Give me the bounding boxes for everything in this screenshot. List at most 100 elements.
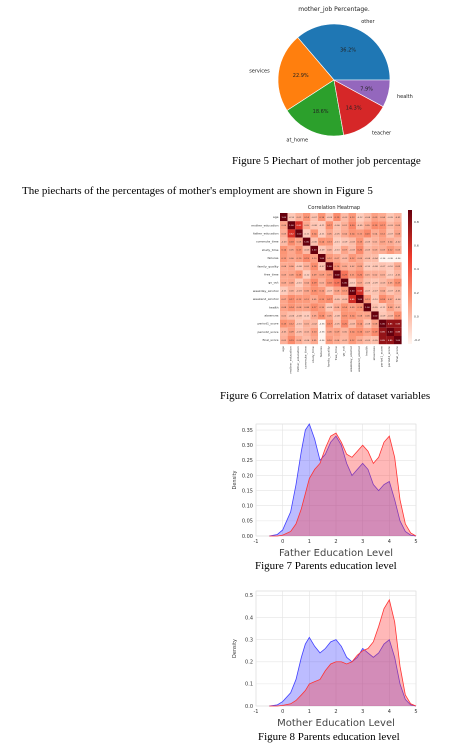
heatmap-cell-value: 0.16 [319, 315, 324, 317]
heatmap-cell-value: 0.17 [312, 307, 317, 309]
heatmap-cell-value: 1.00 [312, 250, 317, 252]
pie-slice-services [277, 36, 335, 111]
heatmap-cell [287, 270, 296, 279]
heatmap-col-label: mother_education [288, 346, 292, 373]
heatmap-cell-value: 0.20 [357, 250, 362, 252]
heatmap-cell [310, 237, 318, 246]
heatmap-cell-value: 0.03 [373, 250, 378, 252]
heatmap-cell-value: -0.04 [365, 217, 371, 219]
heatmap-cell [318, 319, 326, 328]
heatmap-cell [386, 295, 394, 304]
heatmap-cell [363, 295, 372, 304]
heatmap-cell-value: 0.15 [342, 315, 347, 317]
heatmap-cell [378, 286, 387, 295]
heatmap-cell [325, 327, 334, 336]
heatmap-cell [340, 245, 349, 254]
heatmap-cell [348, 286, 356, 295]
heatmap-cell [310, 270, 318, 279]
heatmap-cell-value: 1.00 [335, 274, 340, 276]
heatmap-row-label: final_score [262, 338, 278, 342]
heatmap-cell-value: 0.12 [350, 340, 355, 342]
pie-category-label: other [361, 19, 375, 25]
heatmap-cell-value: 0.03 [395, 266, 400, 268]
heatmap-cell-value: -0.09 [372, 283, 378, 285]
heatmap-cell [348, 262, 356, 271]
heatmap-cell-value: -0.06 [312, 242, 318, 244]
heatmap-cell [287, 278, 296, 287]
heatmap-cell [333, 295, 341, 304]
heatmap-row-label: weekend_alcohol [253, 297, 279, 301]
heatmap-cell-value: 0.08 [373, 324, 378, 326]
heatmap-cell-value: 0.02 [373, 274, 378, 276]
y-tick-label: 0.30 [242, 443, 253, 449]
heatmap-cell-value: 0.11 [357, 233, 362, 235]
heatmap-cell-value: 0.13 [350, 217, 355, 219]
density-area-series-2 [269, 433, 416, 536]
heatmap-cell-value: 0.05 [327, 233, 332, 235]
y-tick-label: 0.3 [245, 637, 253, 643]
heatmap-cell [280, 237, 288, 246]
heatmap-cell-value: 0.62 [289, 233, 294, 235]
heatmap-cell-value: -0.08 [296, 266, 302, 268]
heatmap-cell-value: -0.12 [304, 274, 310, 276]
heatmap-cell [333, 237, 341, 246]
heatmap-cell-value: -0.04 [304, 340, 310, 342]
heatmap-cell [348, 221, 356, 230]
heatmap-cell-value: 0.01 [304, 324, 309, 326]
heatmap-cell [394, 311, 402, 320]
heatmap-cell [295, 319, 303, 328]
heatmap-cell [363, 254, 372, 263]
heatmap-cell [333, 213, 341, 222]
heatmap-cell [310, 254, 318, 263]
pie-percent-label: 7.9% [360, 86, 373, 92]
heatmap-cell [302, 311, 311, 320]
heatmap-cell-value: 0.19 [304, 258, 309, 260]
heatmap-cell-value: 0.13 [365, 299, 370, 301]
heatmap-cell-value: -0.09 [380, 315, 386, 317]
father-education-density-chart: 0.00 0.05 0.10 0.15 0.20 0.25 0.30 0.35 -1 0 1 2 3 4 5… [232, 423, 418, 559]
heatmap-cell [287, 303, 296, 312]
heatmap-cell-value: -0.08 [365, 324, 371, 326]
heatmap-cell [356, 295, 364, 304]
heatmap-cell-value: 1.00 [365, 307, 370, 309]
heatmap-cell [302, 327, 311, 336]
heatmap-figure: Correlation Heatmap 1.00 -0.10 0.01 0.14 -0.… [246, 200, 426, 390]
heatmap-cell [386, 319, 394, 328]
heatmap-cell-value: 0.85 [388, 324, 393, 326]
pie-category-label: teacher [372, 131, 392, 137]
y-tick-label: 0.5 [245, 593, 253, 599]
heatmap-cell [310, 286, 318, 295]
heatmap-cell-value: -0.01 [395, 274, 401, 276]
heatmap-cell-value: 0.07 [365, 332, 370, 334]
heatmap-cell-value: 0.04 [335, 307, 340, 309]
heatmap-cell-value: 0.00 [289, 291, 294, 293]
heatmap-cell-value: 0.06 [327, 332, 332, 334]
x-tick-label: 5 [414, 709, 417, 715]
heatmap-cell [363, 245, 372, 254]
heatmap-cell [386, 327, 394, 336]
heatmap-cell-value: 0.03 [357, 340, 362, 342]
heatmap-cell-value: 0.04 [388, 242, 393, 244]
heatmap-cell [318, 311, 326, 320]
heatmap-cell [318, 221, 326, 230]
heatmap-cell [356, 245, 364, 254]
x-tick-label: -1 [254, 539, 259, 545]
heatmap-cell [318, 229, 326, 238]
heatmap-cell-value: -0.05 [334, 324, 340, 326]
heatmap-cell-value: 0.04 [281, 266, 286, 268]
heatmap-cell [348, 278, 356, 287]
heatmap-cell [371, 221, 379, 230]
x-tick-label: 4 [388, 539, 391, 545]
heatmap-cell-value: -0.01 [395, 307, 401, 309]
heatmap-cell-value: -0.36 [395, 258, 401, 260]
heatmap-cell [356, 327, 364, 336]
heatmap-cell-value: 0.14 [350, 332, 355, 334]
heatmap-cell [325, 319, 334, 328]
pie-percent-label: 36.2% [340, 47, 356, 53]
heatmap-cell [378, 270, 387, 279]
heatmap-cell-value: 0.01 [342, 225, 347, 227]
colorbar-tick-label: 0.8 [414, 220, 419, 224]
heatmap-cell [325, 254, 334, 263]
heatmap-cell [287, 245, 296, 254]
heatmap-cell-value: 0.09 [319, 274, 324, 276]
